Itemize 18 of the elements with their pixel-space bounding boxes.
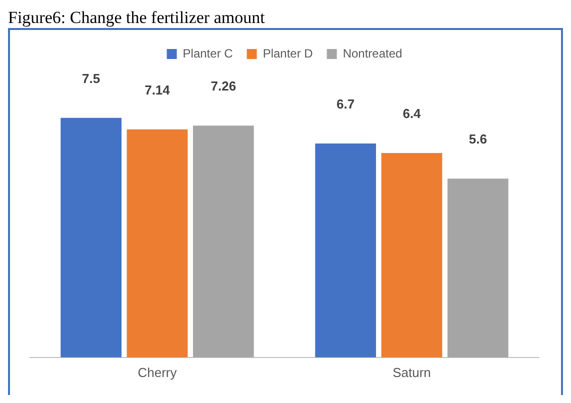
x-tick-label: Cherry: [138, 364, 178, 380]
bar: [60, 118, 122, 358]
chart-title: Figure6: Change the fertilizer amount: [8, 8, 266, 28]
data-label: 7.5: [82, 70, 100, 86]
data-label: 6.4: [402, 106, 422, 122]
data-label: 7.26: [210, 78, 236, 94]
data-label: 7.14: [144, 82, 171, 98]
legend-label: Nontreated: [342, 46, 402, 60]
bar: [447, 178, 508, 358]
data-label: 6.7: [336, 96, 355, 112]
bar: [126, 129, 188, 358]
data-label: 5.6: [468, 132, 487, 147]
legend-label: Planter D: [262, 46, 314, 60]
bar: [192, 126, 254, 358]
x-tick-label: Saturn: [392, 364, 431, 380]
bar: [381, 153, 442, 358]
bar: [315, 143, 376, 358]
legend-label: Planter C: [182, 46, 234, 60]
